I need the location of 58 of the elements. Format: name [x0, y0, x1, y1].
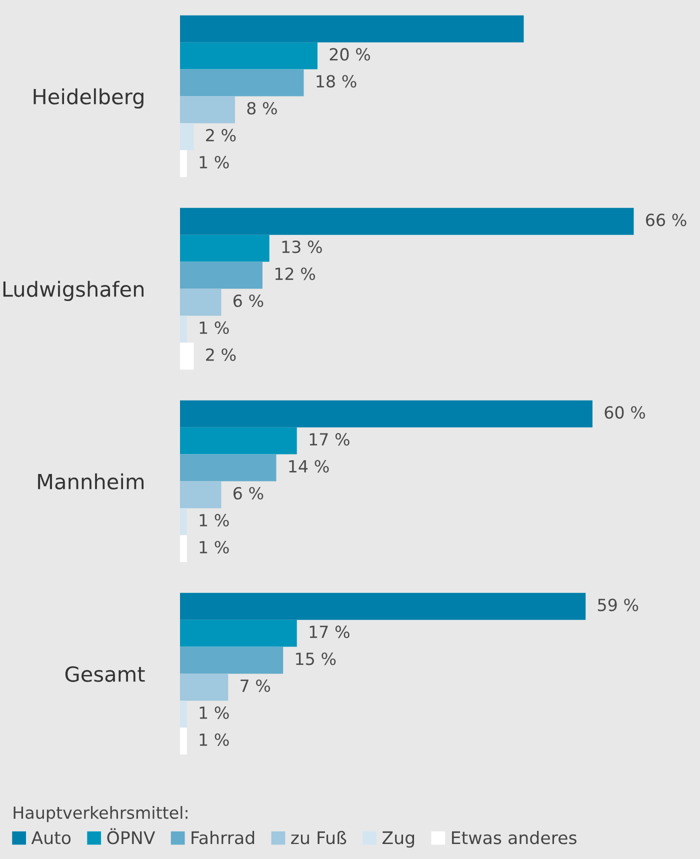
bar [180, 700, 187, 728]
bar [180, 592, 586, 620]
data-label: 60 % [604, 406, 646, 419]
bar [180, 535, 187, 562]
data-label: 7 % [240, 679, 270, 692]
y-tick-label: Mannheim [38, 473, 144, 490]
bar [180, 454, 276, 482]
legend-label: Zug [382, 831, 414, 848]
bar [180, 508, 187, 536]
data-label: 66 % [646, 214, 686, 226]
legend-label: zu Fuß [291, 830, 346, 844]
bar [180, 728, 187, 755]
legend-label: Etwas anderes [452, 830, 576, 844]
data-label: 1 % [200, 733, 229, 746]
bar [180, 123, 194, 150]
bar [180, 69, 304, 96]
bar [180, 15, 524, 42]
bar [180, 234, 270, 262]
data-label: 6 % [234, 486, 264, 500]
data-label: 18 % [316, 75, 356, 88]
bar [180, 262, 262, 289]
data-label: 1 % [200, 540, 229, 554]
data-label: 17 % [310, 626, 350, 638]
data-label: 1 % [200, 706, 229, 720]
data-label: 2 % [206, 128, 236, 142]
bar [180, 481, 222, 508]
data-label: 14 % [289, 460, 329, 473]
bar [180, 674, 228, 701]
data-label: 20 % [330, 48, 370, 61]
data-label: 15 % [296, 652, 336, 666]
legend-label: Fahrrad [192, 830, 254, 844]
bar [180, 316, 187, 343]
y-tick-label: Heidelberg [34, 88, 144, 108]
bar [180, 620, 297, 647]
data-label: 1 % [200, 156, 229, 168]
data-label: 59 % [598, 598, 638, 612]
legend-label: ÖPNV [107, 828, 156, 844]
data-label: 6 % [234, 294, 264, 308]
bar [180, 42, 318, 70]
data-label: 1 % [200, 514, 229, 527]
data-label: 2 % [206, 348, 236, 361]
data-label: 17 % [310, 433, 350, 446]
bar [180, 150, 187, 178]
bar [180, 646, 284, 674]
data-label: 12 % [275, 268, 316, 280]
bar [180, 288, 222, 316]
bar [180, 342, 194, 370]
y-tick-label: Gesamt [65, 666, 145, 682]
y-tick-label: Ludwigshafen [3, 280, 144, 301]
legend-label: Auto [31, 831, 71, 844]
bar [180, 427, 297, 454]
bar [180, 96, 235, 124]
data-label: 8 % [247, 102, 277, 115]
legend-title: Hauptverkehrsmittel: [14, 806, 188, 822]
data-label: 13 % [282, 240, 322, 254]
data-label: 1 % [200, 321, 229, 334]
bar [180, 208, 634, 235]
bar [180, 400, 592, 428]
